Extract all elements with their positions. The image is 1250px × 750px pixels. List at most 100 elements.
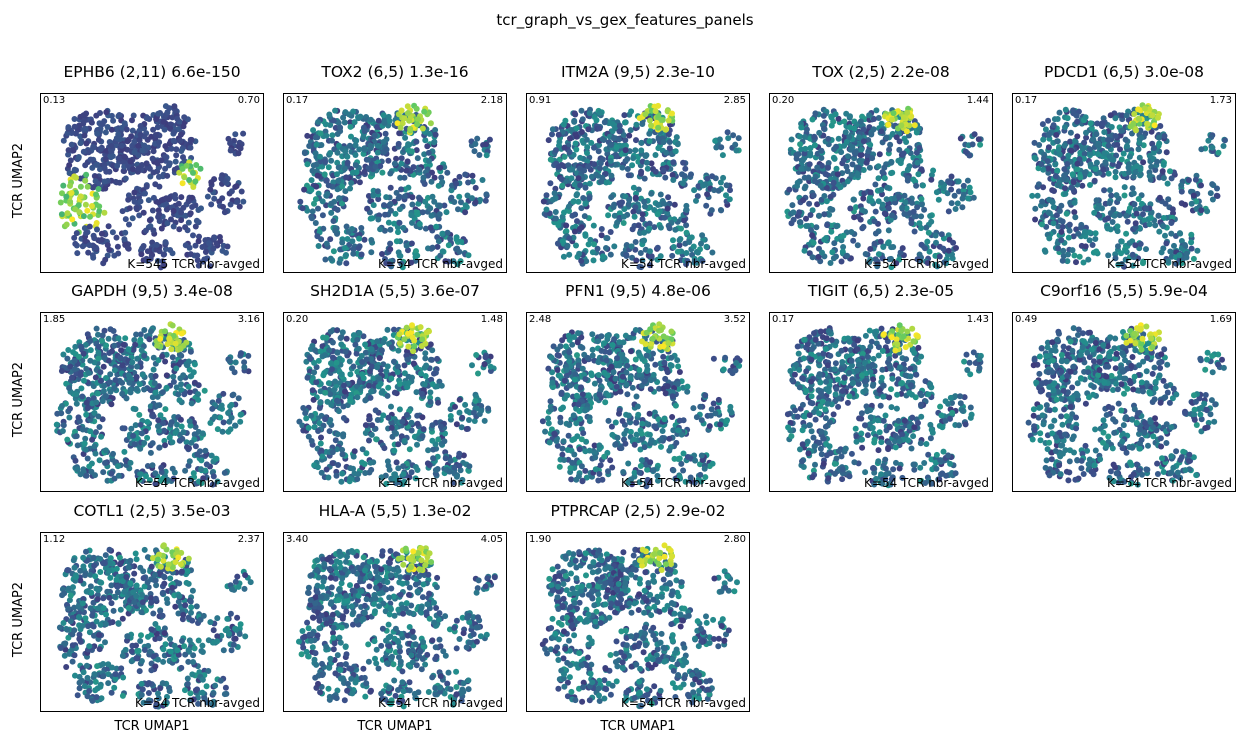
scatter-point (806, 200, 813, 207)
scatter-point (162, 442, 168, 449)
scatter-point (646, 130, 653, 137)
scatter-point (628, 108, 635, 115)
panel-title: SH2D1A (5,5) 3.6e-07 (310, 282, 480, 300)
scatter-point (900, 150, 907, 157)
scatter-point (335, 164, 342, 171)
scatter-point (408, 212, 415, 219)
scatter-point (385, 113, 392, 120)
scatter-point (727, 187, 733, 194)
scatter-point (1077, 224, 1084, 231)
scatter-point (933, 239, 939, 246)
scatter-point (599, 136, 606, 143)
scatter-point (652, 168, 659, 175)
scatter-point (59, 190, 65, 197)
scatter-point (129, 215, 136, 222)
scatter-plot (784, 105, 984, 271)
scatter-point (1154, 158, 1161, 165)
scatter-point (633, 257, 640, 264)
scatter-point (1079, 182, 1086, 189)
scatter-point (192, 178, 199, 185)
scatter-point (349, 169, 356, 176)
scatter-point (425, 194, 431, 201)
scatter-point (58, 368, 65, 374)
scatter-point (59, 403, 65, 409)
scatter-point (237, 145, 244, 152)
scatter-point (109, 348, 115, 355)
scatter-point (647, 117, 653, 124)
scatter-point (162, 165, 169, 172)
scatter-point (923, 224, 930, 231)
scatter-plot (1029, 102, 1228, 270)
scatter-point (865, 148, 872, 155)
scatter-point (138, 347, 145, 354)
scatter-point (585, 126, 592, 133)
scatter-point (1163, 149, 1170, 156)
scatter-point (86, 223, 93, 230)
scatter-point (801, 134, 808, 140)
scatter-point (814, 201, 821, 208)
scatter-point (921, 206, 928, 213)
scatter-point (122, 216, 129, 223)
scatter-point (95, 136, 102, 143)
scatter-point (1112, 133, 1119, 139)
scatter-point (913, 182, 920, 189)
scatter-point (824, 222, 831, 229)
scatter-point (808, 227, 814, 234)
scatter-point (439, 248, 446, 255)
scatter-point (1034, 192, 1041, 199)
scatter-point (674, 141, 681, 148)
scatter-point (1067, 138, 1074, 145)
scatter-point (1105, 136, 1111, 143)
scatter-point (73, 400, 80, 407)
scatter-point (322, 389, 329, 396)
scatter-point (368, 237, 375, 243)
scatter-point (192, 223, 199, 230)
scatter-point (391, 220, 398, 227)
color-max-label: 3.16 (237, 314, 260, 325)
scatter-point (1071, 199, 1078, 206)
scatter-point (711, 187, 718, 194)
scatter-point (835, 115, 842, 122)
scatter-point (68, 190, 75, 196)
scatter-point (549, 131, 555, 138)
scatter-point (311, 200, 317, 207)
scatter-point (130, 112, 137, 119)
scatter-point (1074, 166, 1081, 173)
scatter-point (375, 117, 382, 124)
scatter-point (584, 150, 590, 156)
scatter-point (429, 244, 436, 251)
color-max-label: 0.70 (237, 95, 260, 106)
scatter-point (315, 357, 322, 364)
scatter-point (553, 147, 559, 154)
scatter-point (174, 115, 181, 122)
scatter-point (977, 141, 984, 148)
scatter-point (803, 215, 809, 222)
scatter-point (1151, 145, 1158, 151)
scatter-point (103, 393, 110, 399)
scatter-point (354, 368, 361, 375)
scatter-point (568, 175, 575, 182)
scatter-point (1095, 151, 1102, 158)
scatter-point (715, 187, 722, 194)
scatter-point (1105, 142, 1112, 149)
scatter-point (420, 174, 427, 181)
scatter-point (924, 238, 931, 245)
scatter-point (927, 213, 934, 219)
scatter-point (71, 357, 78, 364)
scatter-point (704, 191, 711, 198)
scatter-point (633, 121, 640, 128)
scatter-point (370, 192, 377, 199)
scatter-point (566, 149, 573, 156)
scatter-point (1135, 106, 1142, 113)
scatter-point (801, 185, 808, 192)
scatter-point (823, 235, 830, 241)
scatter-point (1045, 169, 1052, 176)
scatter-point (334, 159, 341, 166)
scatter-point (122, 175, 129, 182)
scatter-point (304, 207, 311, 214)
scatter-point (240, 198, 247, 205)
scatter-point (575, 198, 582, 205)
scatter-point (156, 173, 162, 180)
scatter-point (1140, 258, 1147, 265)
panel-title: EPHB6 (2,11) 6.6e-150 (63, 63, 241, 81)
